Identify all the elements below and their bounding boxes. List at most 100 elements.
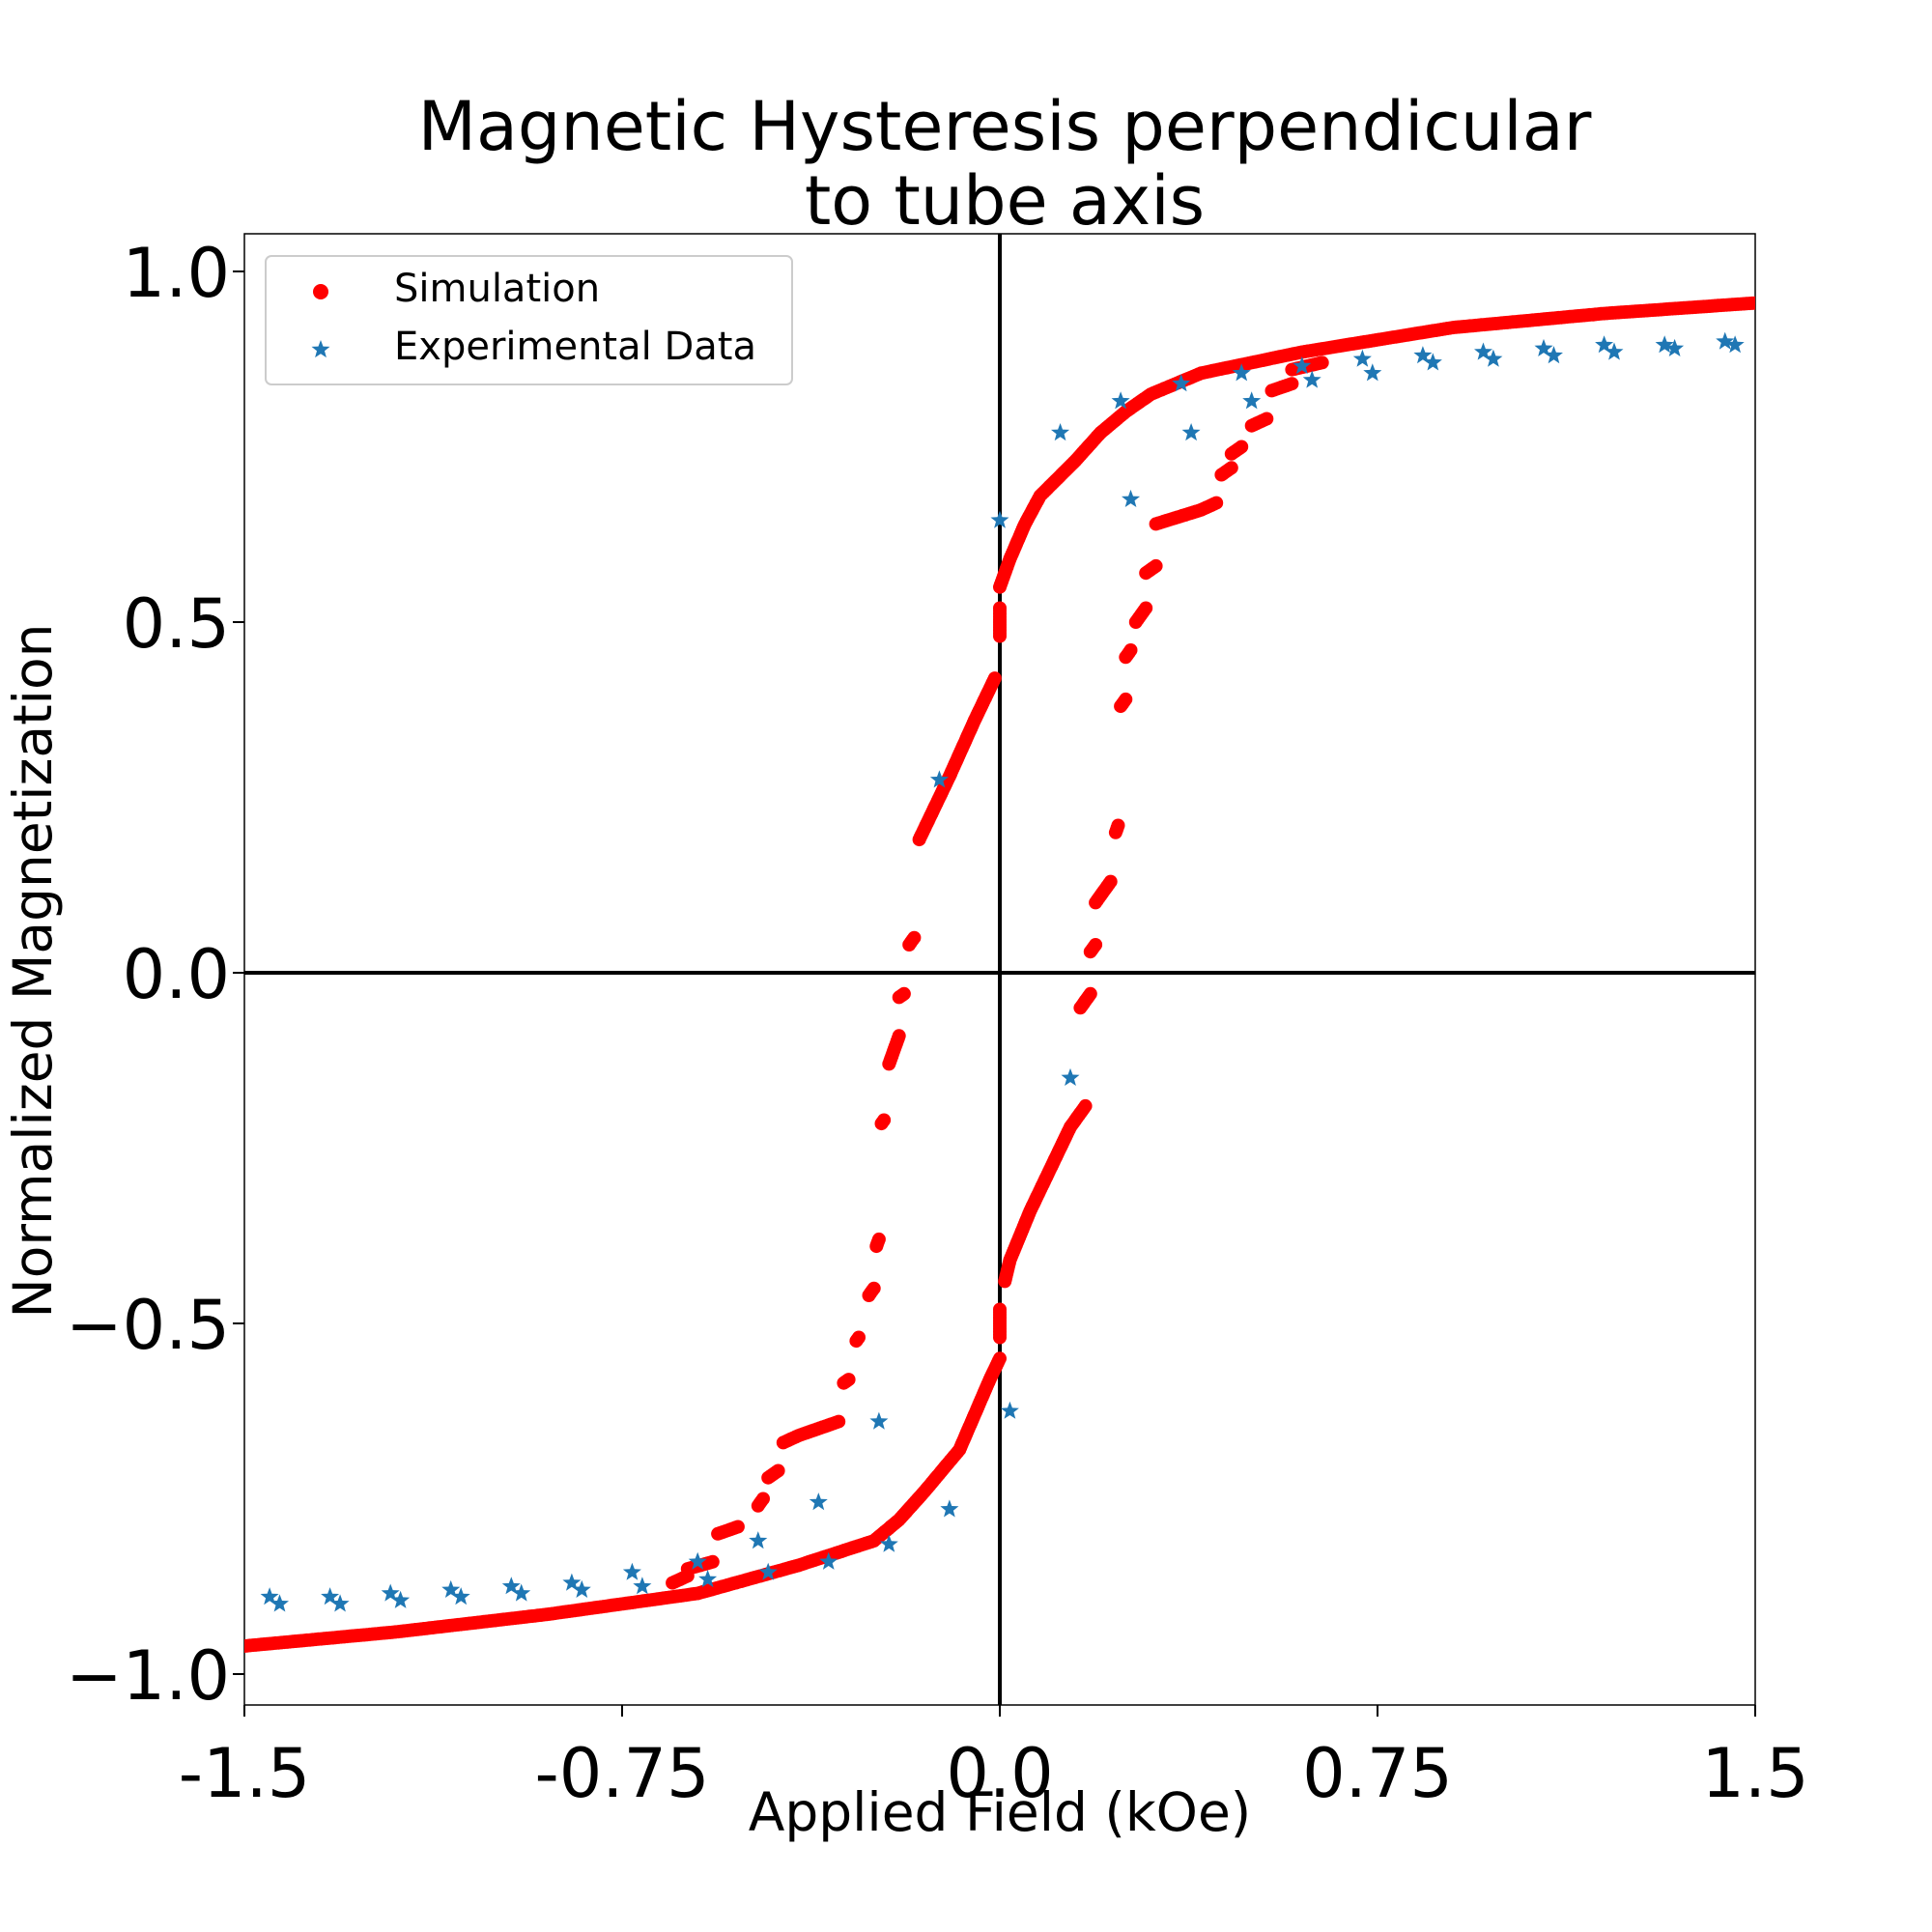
experimental-point bbox=[270, 1594, 289, 1612]
experimental-point bbox=[330, 1594, 350, 1612]
experimental-point bbox=[1363, 363, 1382, 382]
experimental-point bbox=[990, 510, 1009, 528]
simulation-point bbox=[892, 990, 906, 1005]
legend-simulation-marker bbox=[313, 284, 328, 299]
y-tick-label: 0.5 bbox=[123, 584, 230, 664]
legend-experimental-marker bbox=[311, 340, 330, 358]
simulation-point bbox=[1083, 986, 1097, 1001]
simulation-point bbox=[666, 1576, 680, 1590]
simulation-point bbox=[1260, 412, 1274, 426]
simulation-point bbox=[1209, 496, 1224, 510]
simulation-point bbox=[1111, 818, 1125, 833]
legend-simulation-label: Simulation bbox=[394, 267, 600, 311]
experimental-point bbox=[1545, 346, 1563, 364]
simulation-point bbox=[862, 1289, 876, 1302]
experimental-point bbox=[698, 1570, 718, 1588]
experimental-point bbox=[869, 1411, 889, 1430]
chart-title: Magnetic Hysteresis perpendicular bbox=[418, 87, 1592, 166]
simulation-point bbox=[1224, 461, 1238, 475]
simulation-point bbox=[993, 580, 1007, 594]
experimental-point bbox=[1181, 423, 1201, 441]
simulation-point bbox=[902, 938, 917, 952]
legend: Simulation Experimental Data bbox=[265, 255, 793, 385]
simulation-point bbox=[761, 1470, 776, 1485]
experimental-point bbox=[501, 1577, 521, 1595]
simulation-point bbox=[751, 1498, 765, 1513]
simulation-point bbox=[882, 1057, 896, 1071]
x-tick-label: -0.75 bbox=[534, 1734, 709, 1813]
simulation-series bbox=[244, 296, 1755, 1653]
x-tick-label: 0.75 bbox=[1302, 1734, 1453, 1813]
plot-area: -1.5 -0.75 0.0 0.75 1.5 1.0 0.5 0.0 −0.5 −1.0 bbox=[66, 233, 1809, 1813]
simulation-point bbox=[1119, 692, 1133, 706]
experimental-point bbox=[441, 1579, 461, 1598]
experimental-point bbox=[1655, 335, 1674, 354]
experimental-point bbox=[1595, 335, 1614, 354]
experimental-point bbox=[633, 1577, 652, 1595]
simulation-point bbox=[874, 1117, 889, 1131]
simulation-point bbox=[1078, 1098, 1093, 1113]
simulation-point bbox=[1285, 377, 1299, 391]
experimental-point bbox=[1665, 338, 1685, 356]
experimental-point bbox=[572, 1579, 591, 1598]
simulation-point bbox=[1139, 601, 1153, 615]
experimental-point bbox=[1605, 342, 1624, 360]
experimental-point bbox=[1725, 335, 1745, 354]
experimental-point bbox=[1352, 349, 1372, 367]
experimental-point bbox=[391, 1590, 411, 1608]
simulation-point bbox=[993, 1302, 1007, 1317]
experimental-point bbox=[512, 1583, 531, 1602]
simulation-point bbox=[1123, 643, 1138, 657]
data-layer bbox=[244, 296, 1755, 1653]
experimental-point bbox=[381, 1583, 400, 1602]
experimental-point bbox=[1000, 1401, 1019, 1419]
x-tick-label: -1.5 bbox=[179, 1734, 311, 1813]
simulation-point bbox=[776, 1435, 790, 1450]
experimental-point bbox=[1413, 346, 1433, 364]
experimental-point bbox=[1111, 391, 1130, 410]
experimental-point bbox=[1242, 391, 1262, 410]
simulation-point bbox=[849, 1334, 864, 1349]
simulation-point bbox=[1089, 938, 1103, 952]
experimental-point bbox=[929, 770, 949, 788]
experimental-point bbox=[1232, 363, 1251, 382]
simulation-point bbox=[993, 629, 1007, 643]
experimental-point bbox=[1302, 370, 1321, 388]
experimental-point bbox=[451, 1587, 470, 1605]
simulation-point bbox=[1103, 874, 1118, 889]
experimental-point bbox=[758, 1562, 778, 1580]
experimental-point bbox=[688, 1551, 707, 1570]
experimental-point bbox=[260, 1587, 279, 1605]
experimental-point bbox=[1122, 489, 1141, 507]
experimental-point bbox=[819, 1551, 838, 1570]
y-tick-label: 0.0 bbox=[123, 935, 230, 1014]
simulation-point bbox=[1315, 355, 1329, 370]
experimental-point bbox=[1061, 1067, 1080, 1086]
chart-subtitle: to tube axis bbox=[805, 161, 1205, 241]
legend-box bbox=[265, 255, 793, 385]
experimental-point bbox=[940, 1499, 959, 1518]
experimental-point bbox=[1534, 338, 1553, 356]
simulation-point bbox=[1149, 558, 1163, 573]
experimental-point bbox=[1293, 356, 1312, 375]
experimental-point bbox=[1423, 353, 1442, 371]
experimental-point bbox=[1474, 342, 1492, 360]
x-axis-label: Applied Field (kOe) bbox=[749, 1781, 1252, 1843]
simulation-point bbox=[837, 1376, 851, 1390]
experimental-point bbox=[1051, 423, 1070, 441]
experimental-point bbox=[879, 1534, 898, 1552]
simulation-point bbox=[869, 1239, 884, 1254]
x-tick-label: 1.5 bbox=[1701, 1734, 1808, 1813]
simulation-point bbox=[711, 1526, 725, 1541]
y-tick-label: 1.0 bbox=[123, 234, 230, 313]
experimental-point bbox=[321, 1587, 340, 1605]
simulation-point bbox=[993, 1351, 1007, 1366]
legend-experimental-label: Experimental Data bbox=[394, 325, 756, 369]
simulation-point bbox=[912, 833, 926, 847]
experimental-point bbox=[1484, 349, 1503, 367]
experimental-point bbox=[562, 1573, 582, 1591]
experimental-point bbox=[1716, 331, 1735, 350]
y-axis-label: Normalized Magnetization bbox=[2, 624, 64, 1319]
